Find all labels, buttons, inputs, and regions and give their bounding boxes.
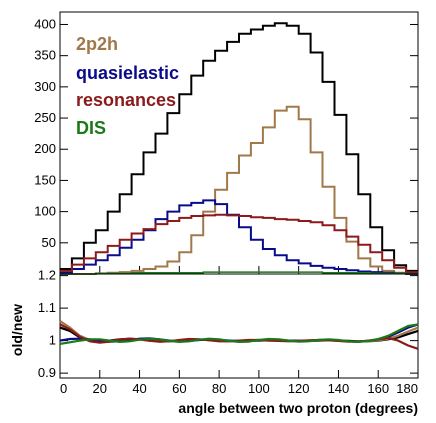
series-line-total — [60, 22, 418, 272]
legend: 2p2h quasielastic resonances DIS — [76, 34, 179, 138]
xtick-label: 180 — [396, 381, 418, 396]
main-series-group — [60, 22, 418, 275]
xtick-label: 120 — [288, 381, 310, 396]
y-axis-title: old/new — [9, 304, 25, 356]
main-ytick-label: 50 — [42, 235, 56, 250]
main-ytick-label: 400 — [34, 16, 56, 31]
main-ytick-label: 350 — [34, 48, 56, 63]
legend-label-dis: DIS — [76, 118, 106, 138]
xtick-label: 80 — [212, 381, 226, 396]
ratio-line-red — [59, 323, 419, 350]
ratio-ytick-label: 1 — [49, 333, 56, 348]
series-line-2p2h — [60, 105, 418, 275]
xtick-label: 160 — [367, 381, 389, 396]
xtick-label: 140 — [328, 381, 350, 396]
ratio-line-brown — [59, 320, 419, 343]
xtick-label: 60 — [172, 381, 186, 396]
ratio-ytick-label: 0.9 — [38, 365, 56, 380]
main-ytick-label: 100 — [34, 204, 56, 219]
ratio-series-group — [59, 320, 419, 350]
main-ytick-label: 250 — [34, 110, 56, 125]
series-line-quasielastic — [60, 199, 418, 275]
main-ytick-label: 200 — [34, 141, 56, 156]
ratio-panel: 0.9 1 1.1 1.2 0 20 40 60 80 100 120 140 160 180 old/n… — [9, 268, 419, 416]
legend-label-quasielastic: quasielastic — [76, 63, 179, 83]
main-ytick-label: 300 — [34, 79, 56, 94]
main-panel: 50 100 150 200 250 300 350 400 2p2h quasielasti… — [34, 11, 419, 275]
main-ytick-label: 150 — [34, 172, 56, 187]
ratio-line-black — [59, 326, 419, 343]
main-axis-ticks: 50 100 150 200 250 300 350 400 — [34, 16, 419, 274]
ratio-plot-frame — [59, 273, 419, 379]
x-axis-title: angle between two proton (degrees) — [178, 400, 418, 416]
series-line-dis — [60, 271, 418, 275]
legend-label-2p2h: 2p2h — [76, 34, 118, 54]
ratio-axis-ticks: 0.9 1 1.1 1.2 0 20 40 60 80 100 120 140 160 180 — [38, 268, 419, 396]
ratio-line-green — [59, 323, 419, 345]
ratio-ytick-label: 1.2 — [38, 268, 56, 283]
legend-label-resonances: resonances — [76, 90, 176, 110]
xtick-label: 0 — [60, 381, 67, 396]
series-line-resonances — [60, 213, 418, 274]
xtick-label: 100 — [248, 381, 270, 396]
xtick-label: 20 — [93, 381, 107, 396]
ratio-ytick-label: 1.1 — [38, 300, 56, 315]
xtick-label: 40 — [132, 381, 146, 396]
